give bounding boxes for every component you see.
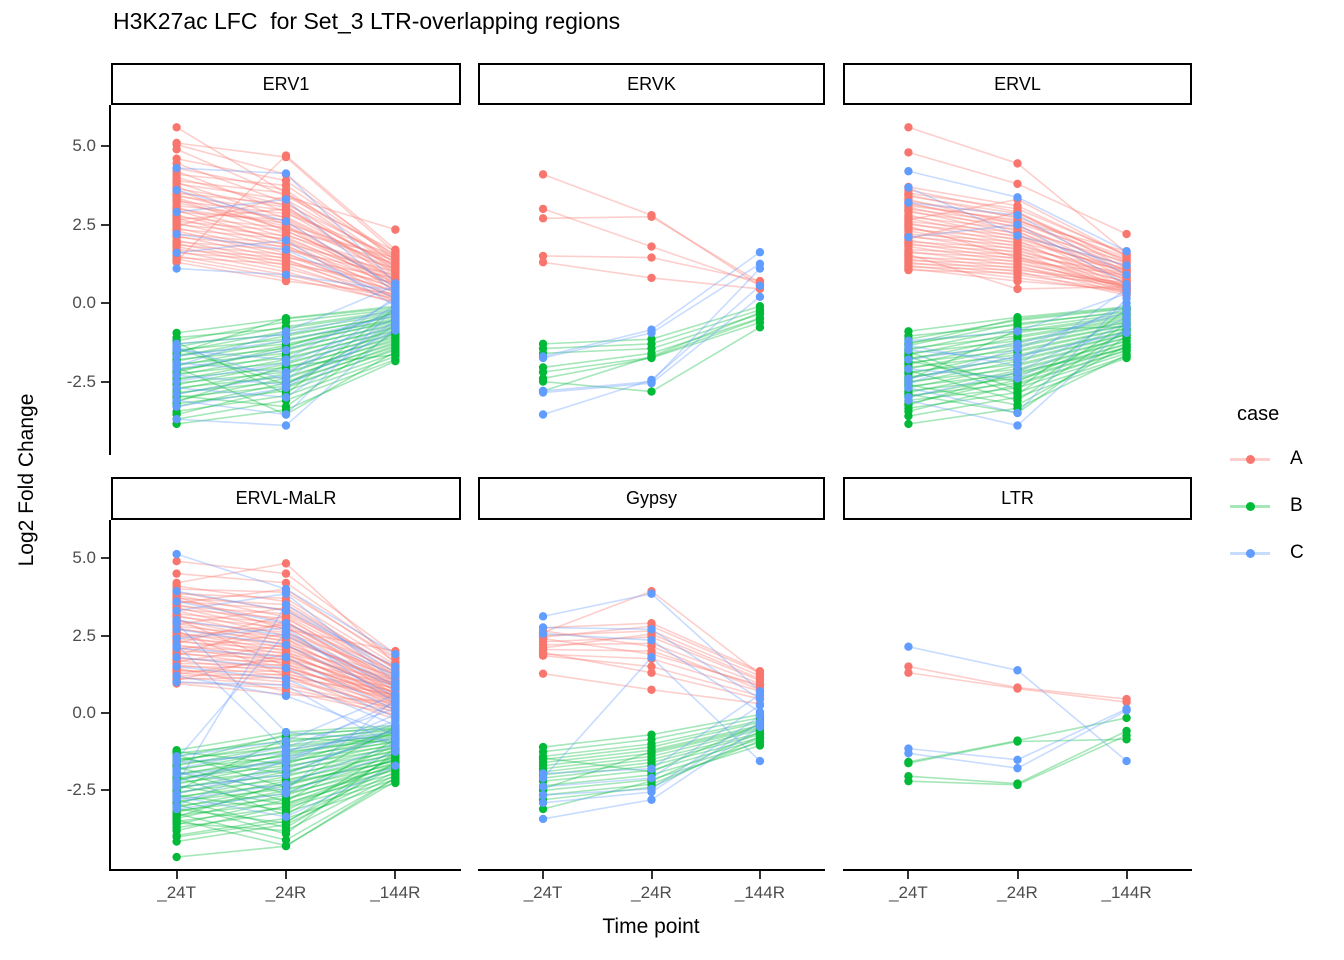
legend-key-b (1230, 491, 1270, 521)
x-axis-title: Time point (602, 915, 700, 938)
x-tick-label: _144R (370, 883, 421, 902)
legend-item-b: B (1230, 491, 1304, 521)
y-tick-mark (101, 145, 109, 148)
x-axis-line-3 (843, 869, 1192, 871)
panel-erv1 (172, 123, 400, 430)
facet-strip-gypsy: Gypsy (478, 477, 825, 520)
legend-point-icon (1246, 455, 1255, 464)
facet-strip-label: ERVL-MaLR (235, 488, 337, 508)
y-tick-mark (101, 634, 109, 637)
y-tick-mark (101, 789, 109, 792)
y-tick-label: 5.0 (72, 548, 96, 568)
facet-strip-ervk: ERVK (478, 63, 825, 105)
facet-strip-label: Gypsy (625, 488, 677, 508)
x-tick-label: _24R (265, 883, 307, 902)
x-tick-mark (907, 871, 910, 879)
y-axis-line-bottom (109, 520, 111, 871)
y-tick-label: 2.5 (72, 214, 96, 234)
facet-strip-erv1: ERV1 (111, 63, 461, 105)
facet-strip-label: ERVK (627, 73, 676, 94)
y-tick-label: 2.5 (72, 625, 96, 645)
facet-strip-ltr: LTR (843, 477, 1192, 520)
panel-ervl (904, 123, 1131, 430)
facet-strip-label: ERV1 (262, 73, 310, 94)
y-axis-line-top (109, 105, 111, 455)
x-tick-mark (542, 871, 545, 879)
x-tick-label: _24T (889, 883, 928, 902)
y-tick-mark (101, 712, 109, 714)
facet-strip-ervl-malr: ERVL-MaLR (111, 477, 461, 520)
x-axis-line-2 (478, 869, 825, 871)
panel-ltr (904, 642, 1131, 790)
y-axis-title: Log2 Fold Change (15, 393, 38, 567)
legend-label: A (1290, 448, 1303, 469)
x-tick-label: _144R (1101, 883, 1152, 902)
x-tick-label: _24T (157, 883, 196, 902)
x-tick-mark (285, 871, 287, 879)
chart-title: H3K27ac LFC for Set_3 LTR-overlapping re… (113, 8, 621, 34)
panel-ervl-malr (172, 549, 400, 862)
legend-label: C (1290, 542, 1304, 563)
x-tick-mark (650, 871, 653, 879)
legend-item-a: A (1230, 444, 1304, 474)
y-tick-mark (101, 223, 109, 226)
legend-label: B (1290, 495, 1303, 516)
legend-key-c (1230, 538, 1270, 568)
facet-strip-label: LTR (1001, 488, 1034, 508)
y-tick-label: 0.0 (72, 703, 96, 722)
x-axis-line-1 (111, 869, 461, 871)
x-tick-label: _144R (734, 883, 785, 902)
y-tick-mark (101, 557, 109, 560)
x-tick-mark (394, 871, 397, 879)
panel-gypsy (538, 587, 765, 824)
x-tick-mark (1125, 871, 1128, 879)
y-tick-label: -2.5 (66, 780, 96, 800)
x-tick-label: _24T (523, 883, 563, 902)
x-tick-label: _24R (997, 883, 1038, 902)
x-tick-mark (1016, 871, 1019, 879)
legend-point-icon (1246, 502, 1255, 511)
panel-ervk (538, 170, 765, 419)
legend-key-a (1230, 444, 1270, 474)
x-tick-label: _24R (631, 883, 672, 902)
y-tick-label: 0.0 (72, 293, 96, 313)
legend-item-c: C (1230, 538, 1304, 568)
legend: case A B C (1230, 403, 1304, 585)
legend-point-icon (1246, 549, 1255, 558)
facet-strip-ervl: ERVL (843, 63, 1192, 105)
y-tick-mark (101, 380, 109, 383)
legend-title: case (1237, 403, 1280, 425)
x-tick-mark (758, 871, 761, 879)
y-tick-label: -2.5 (66, 371, 96, 391)
facet-strip-label: ERVL (994, 73, 1041, 94)
y-tick-mark (101, 302, 109, 305)
x-tick-mark (175, 871, 178, 879)
y-tick-label: 5.0 (72, 136, 96, 156)
